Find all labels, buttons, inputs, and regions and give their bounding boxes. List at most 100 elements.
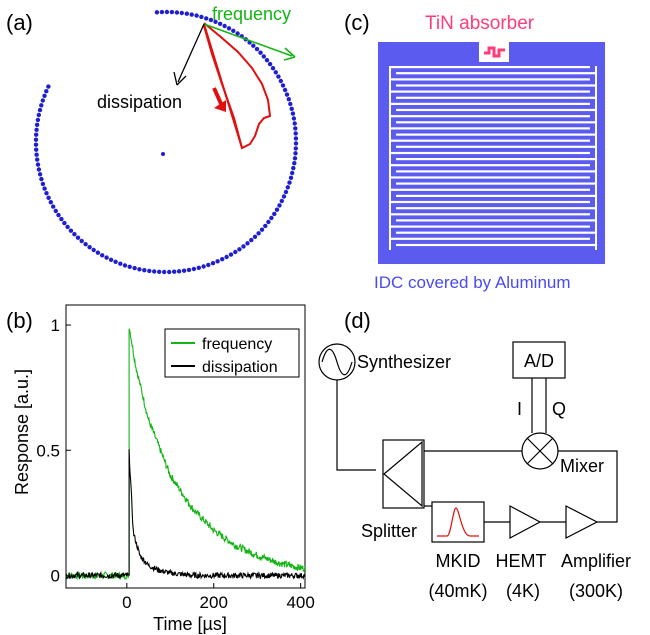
pulse-tip-line (203, 23, 243, 149)
iq-circle-point (273, 70, 278, 75)
iq-center-dot (161, 152, 165, 156)
room-temp-amplifier-icon (565, 505, 599, 539)
iq-circle-point (291, 116, 297, 121)
iq-circle-point (65, 224, 70, 230)
iq-circle-point (95, 250, 101, 255)
idc-finger-gap (396, 96, 597, 99)
ad-label: A/D (524, 351, 554, 371)
iq-circle-point (174, 10, 180, 15)
iq-circle-point (287, 180, 292, 185)
dissipation-arrow (177, 23, 205, 83)
iq-circle-point (181, 268, 187, 273)
idc-finger-gap (389, 164, 590, 167)
frequency-arrow (203, 23, 293, 57)
iq-circle-point (279, 198, 284, 204)
iq-circle-point (258, 50, 263, 55)
iq-circle-point (39, 176, 44, 182)
iq-circle-point (172, 269, 177, 274)
iq-circle-point (204, 16, 209, 21)
chart-xlabel: Time [µs] (153, 614, 227, 634)
iq-circle-point (42, 186, 47, 191)
iq-circle-point (68, 228, 74, 233)
chart-ticks: 0 200 400 0 0.5 1 (36, 316, 314, 612)
idc-finger-gap (389, 115, 590, 118)
chart-ylabel: Response [a.u.] (12, 369, 32, 495)
iq-circle-point (127, 264, 132, 269)
iq-circle-point (59, 216, 64, 222)
iq-circle-point (292, 121, 297, 126)
iq-circle-point (266, 219, 271, 225)
iq-circle-point (276, 74, 281, 79)
idc-finger-gap (389, 188, 590, 191)
iq-circle-point (293, 146, 298, 151)
iq-circle-point (154, 10, 160, 15)
splitter-triangle-icon (383, 440, 423, 508)
y-tick-label: 0 (51, 566, 60, 585)
idc-finger-gap (396, 243, 597, 247)
mixer-cross-icon (526, 437, 554, 465)
iq-circle-point (256, 231, 261, 236)
iq-circle-point (36, 167, 42, 172)
trajectory-direction-arrow (212, 87, 224, 107)
sine-wave-icon (321, 348, 353, 376)
iq-resonance-circle (33, 9, 299, 275)
idc-finger-gap (396, 121, 597, 124)
iq-circle-point (291, 165, 296, 171)
iq-circle-point (292, 156, 298, 161)
idc-finger-gap (389, 102, 590, 105)
synthesizer-label: Synthesizer (357, 352, 451, 372)
legend-frequency-label: frequency (202, 336, 272, 353)
iq-circle-point (118, 261, 123, 266)
iq-circle-point (259, 227, 265, 232)
idc-finger-gap (389, 200, 590, 204)
iq-circle-point (210, 261, 216, 266)
iq-circle-point (254, 46, 260, 52)
y-tick-label: 1 (51, 316, 60, 335)
x-tick-label: 0 (122, 593, 131, 612)
iq-circle-point (53, 208, 58, 214)
idc-finger-gap (396, 133, 597, 136)
iq-circle-point (224, 254, 229, 260)
iq-circle-point (186, 267, 192, 273)
hemt-label: HEMT (496, 551, 547, 571)
iq-circle-point (269, 215, 274, 221)
dissipation-arrowhead (173, 71, 187, 86)
iq-circle-point (137, 267, 142, 272)
iq-circle-point (33, 142, 39, 147)
iq-circle-point (152, 269, 157, 274)
iq-circle-point (284, 92, 290, 97)
iq-circle-point (235, 31, 240, 36)
iq-circle-point (293, 131, 298, 136)
idc-finger-gap (389, 237, 590, 240)
idc-finger-gap (389, 151, 590, 155)
iq-circle-point (46, 84, 51, 89)
idc-finger-gap (396, 207, 597, 210)
idc-finger-gap (389, 213, 590, 216)
iq-circle-point (36, 112, 41, 118)
q-label: Q (552, 399, 566, 419)
idc-label: IDC covered by Aluminum (374, 273, 571, 292)
iq-circle-point (37, 172, 43, 177)
ad-converter-box (512, 341, 566, 379)
iq-circle-point (75, 235, 81, 240)
idc-finger-gap (396, 170, 597, 173)
iq-circle-point (289, 106, 294, 112)
x-tick-label: 400 (286, 593, 314, 612)
iq-circle-point (35, 117, 41, 123)
idc-finger-gap (389, 78, 590, 81)
iq-circle-point (34, 152, 39, 157)
idc-finger-gap (396, 72, 597, 75)
iq-circle-point (169, 9, 175, 15)
iq-circle-point (39, 103, 44, 108)
iq-circle-point (35, 162, 41, 167)
panel-b-label: (b) (6, 308, 33, 333)
iq-circle-point (34, 122, 40, 128)
wire-amp-mixer (558, 450, 618, 523)
iq-circle-point (40, 98, 45, 103)
iq-circle-point (288, 101, 293, 107)
iq-circle-point (108, 257, 114, 262)
trajectory-arrowhead (214, 100, 226, 112)
iq-circle-point (222, 23, 227, 29)
panel-b: (b) 0 200 400 0 0.5 1 Time [µs] Response [a.u… (6, 304, 315, 634)
series-line-frequency (65, 328, 306, 581)
